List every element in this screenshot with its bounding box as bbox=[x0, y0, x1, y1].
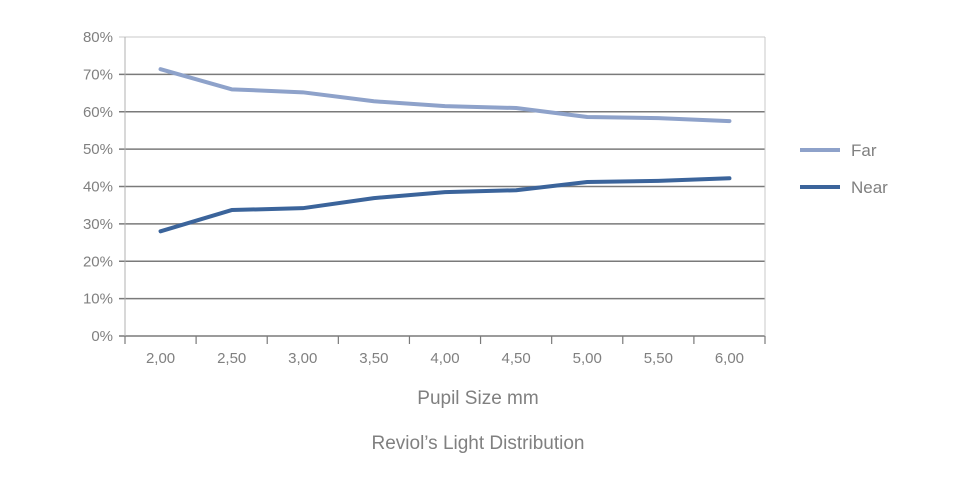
x-tick-label: 2,50 bbox=[217, 350, 246, 367]
y-tick-label: 0% bbox=[91, 328, 113, 345]
x-tick-label: 4,00 bbox=[430, 350, 459, 367]
legend-label-far: Far bbox=[851, 141, 877, 160]
y-tick-label: 50% bbox=[83, 141, 113, 158]
y-tick-label: 10% bbox=[83, 291, 113, 308]
x-tick-label: 3,00 bbox=[288, 350, 317, 367]
x-tick-label: 6,00 bbox=[715, 350, 744, 367]
x-tick-label: 4,50 bbox=[502, 350, 531, 367]
y-tick-label: 20% bbox=[83, 253, 113, 270]
legend-label-near: Near bbox=[851, 178, 888, 197]
y-tick-label: 40% bbox=[83, 179, 113, 196]
x-tick-label: 5,50 bbox=[644, 350, 673, 367]
y-tick-label: 70% bbox=[83, 66, 113, 83]
x-tick-label: 5,00 bbox=[573, 350, 602, 367]
series-line-far bbox=[158, 67, 732, 124]
y-tick-label: 80% bbox=[83, 29, 113, 46]
chart-title: Reviol’s Light Distribution bbox=[372, 433, 585, 454]
y-tick-label: 60% bbox=[83, 104, 113, 121]
x-tick-label: 2,00 bbox=[146, 350, 175, 367]
y-tick-label: 30% bbox=[83, 216, 113, 233]
x-tick-label: 3,50 bbox=[359, 350, 388, 367]
x-axis-label: Pupil Size mm bbox=[417, 388, 538, 409]
